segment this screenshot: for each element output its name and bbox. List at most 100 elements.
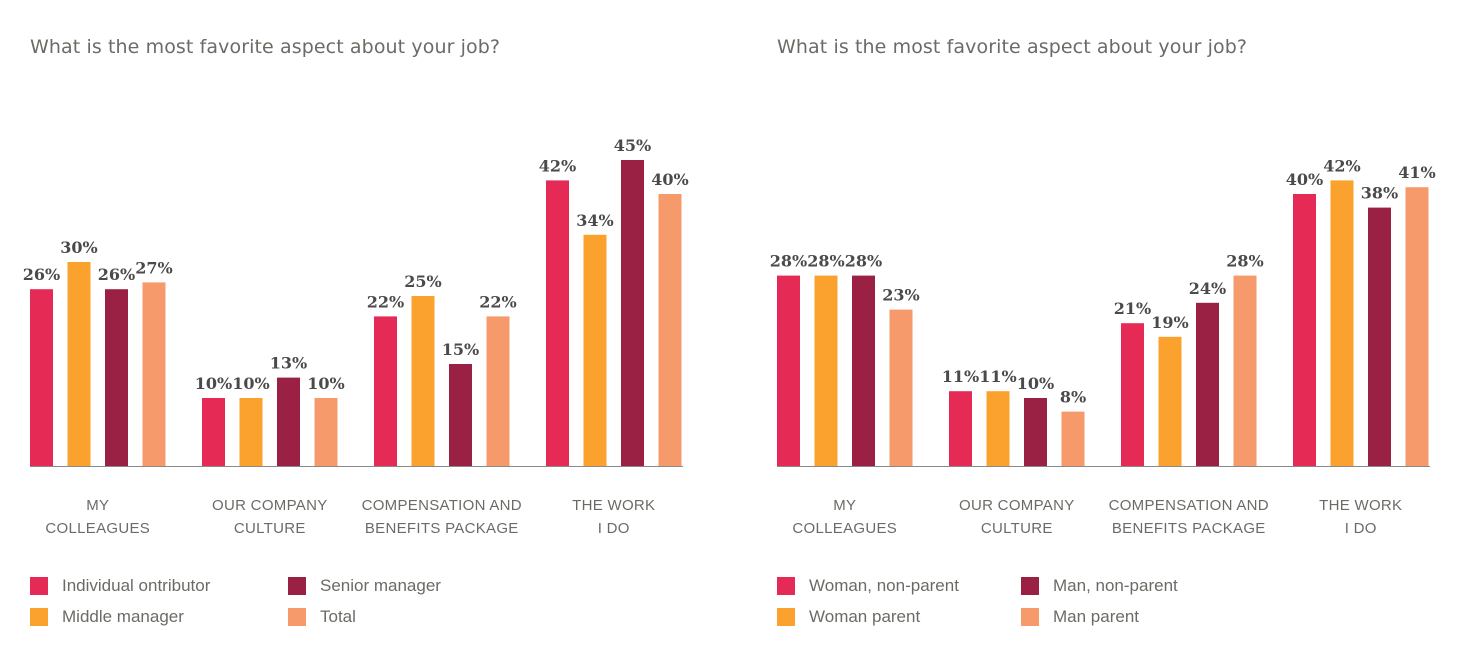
legend-swatch [288, 608, 306, 626]
legend: Individual ontributor Senior manager Mid… [30, 576, 710, 646]
bar [889, 309, 913, 466]
category-label: BENEFITS PACKAGE [1112, 520, 1266, 537]
data-label: 8% [1060, 388, 1086, 407]
chart-title: What is the most favorite aspect about y… [777, 36, 1248, 58]
data-label: 41% [1398, 163, 1435, 182]
bar [1330, 180, 1354, 466]
bar [277, 377, 300, 466]
legend-label: Total [320, 607, 356, 626]
bar [583, 234, 607, 466]
category-label: COMPENSATION AND [362, 497, 522, 514]
category-label: OUR COMPANY [212, 497, 328, 514]
category-label: I DO [598, 520, 630, 537]
bar [1405, 187, 1429, 466]
data-label: 22% [367, 292, 404, 311]
data-label: 11% [979, 367, 1016, 386]
bar [411, 296, 435, 466]
data-label: 28% [845, 252, 882, 271]
category-label: COLLEAGUES [45, 520, 150, 537]
data-label: 19% [1151, 313, 1188, 332]
data-label: 11% [942, 367, 979, 386]
category-label: THE WORK [572, 497, 655, 514]
bar [486, 316, 510, 466]
legend-label: Man parent [1053, 607, 1139, 626]
bar [374, 316, 397, 466]
data-label: 40% [651, 170, 688, 189]
data-label: 26% [98, 265, 135, 284]
chart-panel-right: What is the most favorite aspect about y… [729, 0, 1458, 667]
bar [142, 282, 166, 466]
bar [546, 180, 569, 466]
bar [1196, 302, 1219, 466]
data-label: 34% [576, 211, 613, 230]
category-label: COMPENSATION AND [1109, 497, 1269, 514]
data-label: 10% [195, 374, 232, 393]
bar [239, 398, 263, 466]
category-label: THE WORK [1319, 497, 1402, 514]
legend-label: Woman, non-parent [809, 576, 959, 595]
legend-swatch [777, 608, 795, 626]
chart-panel-left: What is the most favorite aspect about y… [23, 36, 710, 646]
legend-swatch [1021, 577, 1039, 595]
legend-label: Woman parent [809, 607, 921, 626]
bar [1121, 323, 1144, 466]
data-label: 45% [614, 136, 651, 155]
legend-item: Senior manager [288, 576, 441, 596]
bar [1061, 411, 1085, 466]
bar [852, 275, 875, 466]
bar [105, 289, 128, 466]
category-label: MY [833, 497, 856, 514]
legend-swatch [30, 577, 48, 595]
data-label: 13% [270, 354, 307, 373]
category-label: CULTURE [981, 520, 1053, 537]
legend-item: Woman parent [777, 607, 920, 627]
legend-item: Middle manager [30, 607, 184, 627]
bar [202, 398, 225, 466]
bar [449, 364, 472, 466]
legend-swatch [1021, 608, 1039, 626]
category-label: COLLEAGUES [792, 520, 897, 537]
category-label: I DO [1345, 520, 1377, 537]
legend-label: Individual ontributor [62, 576, 211, 595]
category-label: MY [86, 497, 109, 514]
data-label: 42% [1323, 156, 1360, 175]
legend-item: Man, non-parent [1021, 576, 1178, 596]
data-label: 24% [1189, 279, 1226, 298]
legend-label: Senior manager [320, 576, 441, 595]
data-label: 38% [1361, 184, 1398, 203]
data-label: 28% [1226, 252, 1263, 271]
bar [814, 275, 838, 466]
data-label: 28% [770, 252, 807, 271]
legend-item: Woman, non-parent [777, 576, 959, 596]
legend: Woman, non-parent Man, non-parent Woman … [777, 576, 1457, 646]
data-label: 26% [23, 265, 60, 284]
bar [67, 262, 91, 466]
data-label: 15% [442, 340, 479, 359]
bar [314, 398, 338, 466]
chart-title: What is the most favorite aspect about y… [30, 36, 501, 58]
data-label: 30% [60, 238, 97, 257]
data-label: 21% [1114, 299, 1151, 318]
data-label: 22% [479, 292, 516, 311]
data-label: 28% [807, 252, 844, 271]
bar [986, 391, 1010, 466]
bar [30, 289, 53, 466]
legend-label: Middle manager [62, 607, 184, 626]
data-label: 10% [1017, 374, 1054, 393]
data-label: 10% [232, 374, 269, 393]
legend-swatch [30, 608, 48, 626]
legend-swatch [777, 577, 795, 595]
legend-item: Individual ontributor [30, 576, 210, 596]
category-label: OUR COMPANY [959, 497, 1075, 514]
legend-swatch [288, 577, 306, 595]
category-label: BENEFITS PACKAGE [365, 520, 519, 537]
legend-item: Man parent [1021, 607, 1139, 627]
bar [949, 391, 972, 466]
bar [1158, 336, 1182, 466]
data-label: 40% [1286, 170, 1323, 189]
data-label: 10% [307, 374, 344, 393]
legend-label: Man, non-parent [1053, 576, 1178, 595]
bar [1233, 275, 1257, 466]
bar [621, 160, 644, 466]
